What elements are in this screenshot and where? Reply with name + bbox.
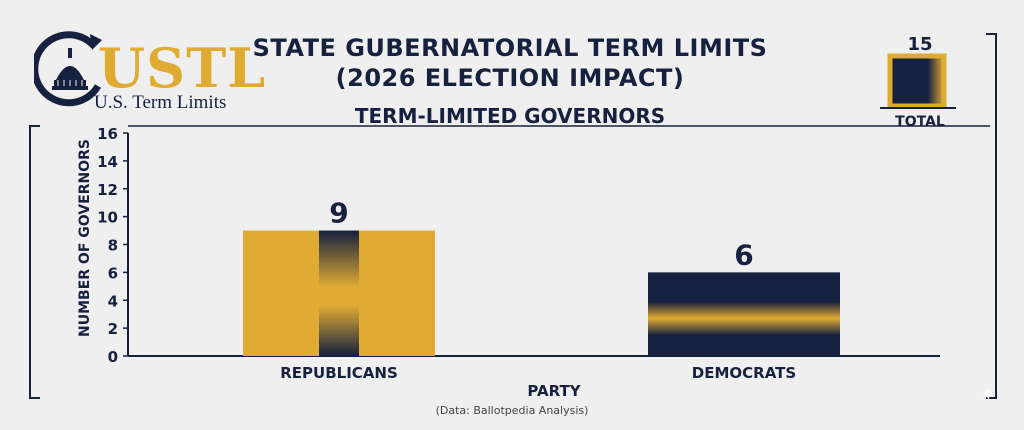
- total-label: TOTAL: [895, 114, 945, 130]
- y-tick-label: 16: [97, 125, 118, 143]
- capitol-logo-icon: [34, 31, 102, 107]
- chart-title-line2: (2026 ELECTION IMPACT): [335, 64, 685, 92]
- y-tick-label: 4: [108, 292, 118, 310]
- y-tick-label: 10: [97, 209, 118, 227]
- logo-wordmark: USTL: [98, 36, 267, 100]
- x-category-label: REPUBLICANS: [280, 364, 398, 382]
- logo-subtitle: U.S. Term Limits: [94, 92, 227, 113]
- chart-subtitle: TERM-LIMITED GOVERNORS: [354, 104, 666, 128]
- y-tick-label: 14: [97, 153, 118, 171]
- y-tick-label: 12: [97, 181, 118, 199]
- sparkle-icon: ✦: [980, 382, 997, 406]
- y-axis-title: NUMBER OF GOVERNORS: [77, 139, 93, 337]
- bar-democrats: [648, 272, 840, 356]
- x-category-label: DEMOCRATS: [692, 364, 796, 382]
- x-axis-title: PARTY: [527, 382, 581, 400]
- bar-value-label: 6: [734, 238, 753, 271]
- bar-republicans-stripe: [319, 230, 359, 356]
- data-source-note: (Data: Ballotpedia Analysis): [435, 404, 589, 417]
- y-tick-label: 6: [108, 264, 118, 282]
- total-value: 15: [907, 34, 933, 55]
- y-tick-label: 8: [108, 237, 118, 255]
- total-indicator-icon: [880, 53, 956, 109]
- y-tick-label: 2: [108, 320, 118, 338]
- bar-value-label: 9: [329, 197, 348, 230]
- chart-title-line1: STATE GUBERNATORIAL TERM LIMITS: [252, 34, 768, 62]
- y-tick-label: 0: [108, 348, 118, 366]
